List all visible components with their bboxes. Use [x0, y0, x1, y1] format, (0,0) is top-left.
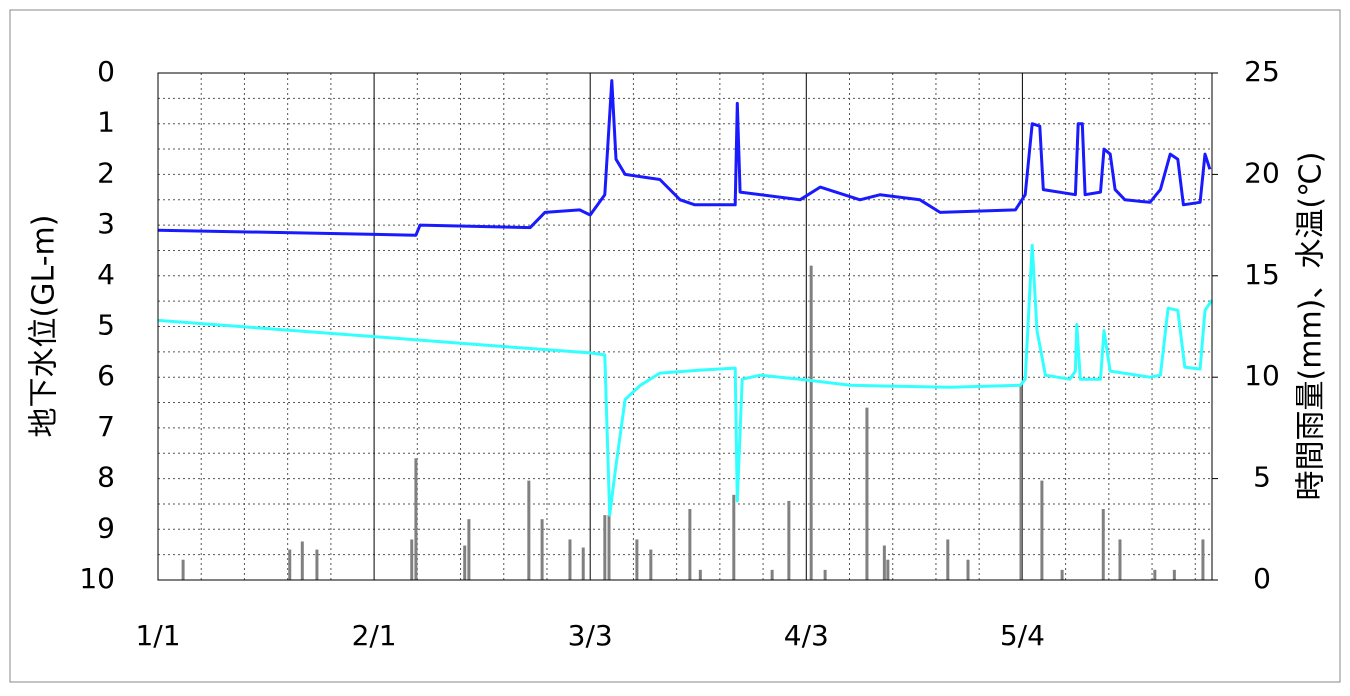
rain-bar [1153, 569, 1157, 580]
rain-bar [607, 515, 611, 580]
rain-bar [1019, 385, 1023, 580]
rain-bar [635, 539, 639, 580]
y-tick-label: 8 [97, 461, 115, 494]
rain-bar [732, 494, 736, 580]
y2-tick-label: 25 [1244, 55, 1280, 88]
y2-tick-label: 5 [1253, 461, 1271, 494]
rain-bar [787, 500, 791, 580]
rain-bar [770, 569, 774, 580]
y-tick-label: 9 [97, 511, 115, 544]
rain-bar [540, 519, 544, 580]
x-tick-label: 5/4 [1000, 619, 1045, 652]
y-axis-title: 地下水位(GL-m) [27, 215, 62, 438]
rain-bar [1060, 569, 1064, 580]
y-tick-label: 5 [97, 309, 115, 342]
rain-bar [410, 539, 414, 580]
rain-bar [946, 539, 950, 580]
y2-tick-label: 0 [1253, 562, 1271, 595]
y-tick-label: 0 [97, 55, 115, 88]
rain-bar [1101, 509, 1105, 580]
rain-bar [603, 515, 607, 580]
rain-bar [527, 480, 531, 580]
y-tick-label: 3 [97, 207, 115, 240]
rain-bar [823, 569, 827, 580]
x-tick-label: 2/1 [352, 619, 397, 652]
line [157, 243, 1214, 517]
rain-bar [467, 519, 471, 580]
rain-bar [1118, 539, 1122, 580]
rain-bar [886, 559, 890, 580]
rain-bar [181, 559, 185, 580]
rain-bar [1040, 480, 1044, 580]
rain-bar [315, 549, 319, 580]
rain-bar [966, 559, 970, 580]
rain-bar [581, 547, 585, 580]
x-tick-label: 4/3 [784, 619, 829, 652]
line [157, 79, 1212, 237]
rain-bar [698, 569, 702, 580]
y2-tick-label: 10 [1244, 359, 1280, 392]
rain-bar [1201, 539, 1205, 580]
y-tick-label: 6 [97, 359, 115, 392]
rain-bar [649, 549, 653, 580]
y-tick-label: 10 [79, 562, 115, 595]
x-tick-label: 3/3 [568, 619, 613, 652]
x-tick-label: 1/1 [135, 619, 180, 652]
rain-bar [882, 545, 886, 580]
rain-bar [288, 549, 292, 580]
y-tick-label: 2 [97, 156, 115, 189]
frame [9, 9, 1341, 683]
y2-axis-title: 時間雨量(mm)、水温(℃) [1294, 152, 1329, 501]
rain-bar [1172, 569, 1176, 580]
rain-bar [809, 265, 813, 580]
y-tick-label: 7 [97, 410, 115, 443]
rain-bar [414, 458, 418, 580]
rain-bar [463, 545, 467, 580]
y2-tick-label: 20 [1244, 156, 1280, 189]
plot-border [157, 72, 1213, 581]
rain-bar [865, 407, 869, 580]
y-tick-label: 1 [97, 106, 115, 139]
y2-tick-label: 15 [1244, 258, 1280, 291]
rain-bar [688, 509, 692, 580]
rain-bar [300, 541, 304, 580]
y-tick-label: 4 [97, 258, 115, 291]
rain-bar [568, 539, 572, 580]
